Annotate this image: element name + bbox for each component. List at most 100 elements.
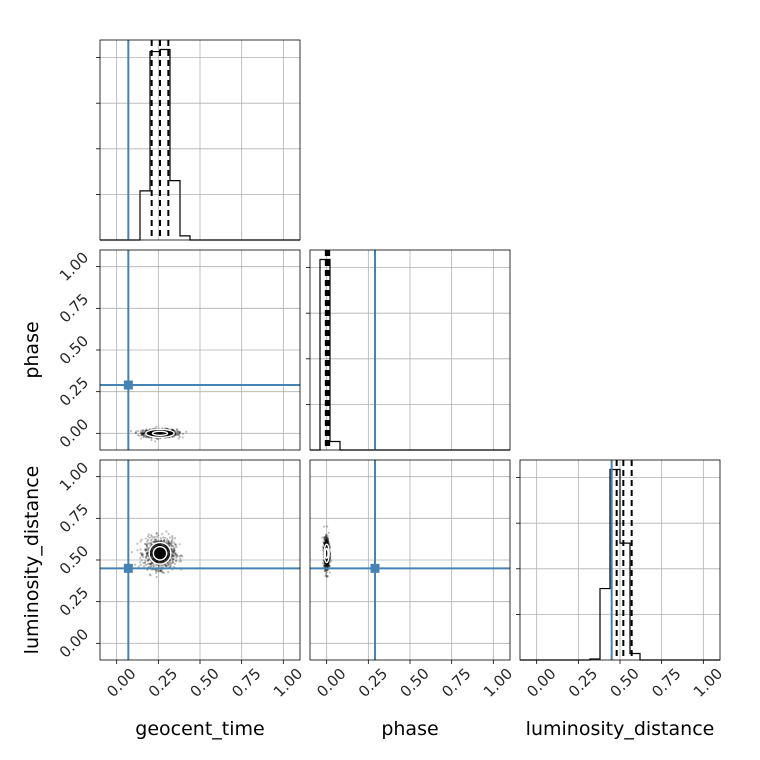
scatter-geocent_time-vs-phase-point <box>156 437 159 440</box>
scatter-geocent_time-vs-phase-point <box>135 430 138 433</box>
scatter-phase-vs-luminosity_distance-point <box>323 542 326 545</box>
scatter-geocent_time-vs-luminosity_distance-point <box>159 570 163 573</box>
scatter-geocent_time-vs-luminosity_distance-point <box>162 540 165 543</box>
scatter-geocent_time-vs-luminosity_distance-point <box>178 560 181 563</box>
scatter-geocent_time-vs-luminosity_distance-point <box>140 559 143 562</box>
scatter-phase-vs-luminosity_distance-point <box>326 563 329 566</box>
scatter-geocent_time-vs-luminosity_distance-point <box>161 532 164 536</box>
scatter-phase-vs-luminosity_distance-point <box>324 564 327 567</box>
scatter-geocent_time-vs-luminosity_distance-point <box>159 536 162 540</box>
scatter-phase-vs-luminosity_distance-point <box>326 525 329 528</box>
scatter-geocent_time-vs-luminosity_distance-point <box>157 534 160 537</box>
ytick-label-luminosity_distance-0: 0.00 <box>56 625 92 661</box>
scatter-geocent_time-vs-luminosity_distance-point <box>143 548 147 551</box>
scatter-geocent_time-vs-luminosity_distance-point <box>169 564 173 567</box>
scatter-phase-vs-luminosity_distance-point <box>324 563 327 566</box>
scatter-geocent_time-vs-luminosity_distance-point <box>149 539 153 542</box>
scatter-phase-vs-luminosity_distance-point <box>321 562 325 565</box>
scatter-geocent_time-vs-phase-point <box>145 436 148 439</box>
scatter-geocent_time-vs-luminosity_distance-point <box>144 549 147 552</box>
scatter-phase-vs-luminosity_distance-point <box>323 542 326 545</box>
scatter-geocent_time-vs-phase-point <box>144 429 147 432</box>
scatter-geocent_time-vs-phase-point <box>171 435 174 439</box>
scatter-geocent_time-vs-luminosity_distance-point <box>168 542 171 546</box>
scatter-phase-vs-luminosity_distance-point <box>323 564 327 567</box>
scatter-geocent_time-vs-luminosity_distance-truth-marker <box>123 563 133 573</box>
scatter-geocent_time-vs-luminosity_distance-point <box>167 540 170 543</box>
scatter-phase-vs-luminosity_distance-point <box>323 562 326 565</box>
scatter-geocent_time-vs-luminosity_distance-point <box>171 538 174 541</box>
scatter-phase-vs-luminosity_distance-point <box>322 538 326 541</box>
xtick-label-geocent_time-2: 0.50 <box>187 665 223 701</box>
scatter-geocent_time-vs-luminosity_distance-point <box>181 555 184 558</box>
scatter-phase-vs-luminosity_distance-point <box>324 569 328 572</box>
scatter-geocent_time-vs-luminosity_distance-point <box>170 539 173 543</box>
scatter-phase-vs-luminosity_distance-point <box>322 540 325 543</box>
scatter-geocent_time-vs-phase-point <box>174 433 178 436</box>
scatter-phase-vs-luminosity_distance-point <box>323 563 326 566</box>
scatter-geocent_time-vs-luminosity_distance-point <box>164 536 167 539</box>
scatter-geocent_time-vs-luminosity_distance-point <box>130 551 133 554</box>
scatter-phase-vs-luminosity_distance-point <box>323 562 326 565</box>
scatter-geocent_time-vs-phase-point <box>144 435 147 438</box>
scatter-geocent_time-vs-luminosity_distance-point <box>167 570 170 574</box>
scatter-phase-vs-luminosity_distance-point <box>324 538 328 542</box>
scatter-phase-vs-luminosity_distance-point <box>326 537 329 540</box>
scatter-geocent_time-vs-phase-point <box>142 431 145 434</box>
scatter-geocent_time-vs-luminosity_distance-point <box>136 542 139 545</box>
scatter-geocent_time-vs-luminosity_distance-point <box>145 543 148 546</box>
scatter-geocent_time-vs-luminosity_distance-point <box>155 575 158 579</box>
scatter-geocent_time-vs-luminosity_distance-point <box>150 562 153 565</box>
scatter-geocent_time-vs-luminosity_distance-point <box>140 554 144 557</box>
scatter-geocent_time-vs-luminosity_distance-point <box>173 547 176 551</box>
scatter-geocent_time-vs-phase-point <box>177 430 180 433</box>
scatter-geocent_time-vs-luminosity_distance-point <box>150 534 153 537</box>
scatter-geocent_time-vs-luminosity_distance-point <box>170 555 174 558</box>
scatter-geocent_time-vs-luminosity_distance-point <box>146 540 149 543</box>
ylabel-phase: phase <box>21 321 43 378</box>
scatter-geocent_time-vs-luminosity_distance-point <box>145 548 148 552</box>
scatter-geocent_time-vs-luminosity_distance-point <box>143 561 147 564</box>
ytick-label-phase-3: 0.75 <box>56 290 92 326</box>
scatter-geocent_time-vs-phase-point <box>178 432 181 435</box>
scatter-phase-vs-luminosity_distance-point <box>326 539 329 542</box>
scatter-geocent_time-vs-luminosity_distance-contour-inner <box>152 545 168 561</box>
scatter-geocent_time-vs-luminosity_distance-point <box>167 541 170 544</box>
scatter-geocent_time-vs-luminosity_distance-contour-outer <box>148 541 172 565</box>
scatter-geocent_time-vs-phase-point <box>155 437 158 440</box>
scatter-phase-vs-luminosity_distance-point <box>324 540 327 544</box>
scatter-geocent_time-vs-luminosity_distance-point <box>171 560 174 563</box>
scatter-geocent_time-vs-luminosity_distance-point <box>167 563 170 566</box>
scatter-geocent_time-vs-luminosity_distance-point <box>167 532 170 535</box>
scatter-geocent_time-vs-luminosity_distance-point <box>146 552 149 555</box>
scatter-phase-vs-luminosity_distance-point <box>323 541 326 544</box>
scatter-geocent_time-vs-phase-point <box>150 436 153 440</box>
scatter-geocent_time-vs-luminosity_distance-point <box>171 544 174 548</box>
scatter-phase-vs-luminosity_distance-point <box>326 575 329 578</box>
scatter-geocent_time-vs-luminosity_distance-point <box>168 542 171 545</box>
scatter-phase-vs-luminosity_distance-point <box>326 535 329 538</box>
scatter-phase-vs-luminosity_distance-point <box>323 565 326 568</box>
scatter-phase-vs-luminosity_distance-point <box>324 535 327 538</box>
scatter-phase-vs-luminosity_distance-point <box>323 541 326 545</box>
scatter-geocent_time-vs-luminosity_distance-point <box>159 568 162 572</box>
scatter-geocent_time-vs-luminosity_distance-point <box>178 543 181 546</box>
scatter-geocent_time-vs-luminosity_distance-point <box>155 564 158 567</box>
scatter-geocent_time-vs-luminosity_distance-point <box>152 565 155 568</box>
scatter-geocent_time-vs-luminosity_distance-point <box>166 542 170 545</box>
scatter-geocent_time-vs-phase-point <box>138 434 141 437</box>
scatter-phase-vs-luminosity_distance-point <box>326 539 330 542</box>
scatter-geocent_time-vs-luminosity_distance-point <box>165 565 168 568</box>
scatter-geocent_time-vs-luminosity_distance-point <box>172 549 176 552</box>
scatter-geocent_time-vs-luminosity_distance-point <box>145 552 148 555</box>
scatter-geocent_time-vs-phase-point <box>142 433 145 436</box>
scatter-geocent_time-vs-phase-point <box>129 429 133 433</box>
scatter-geocent_time-vs-luminosity_distance-point <box>153 535 156 539</box>
scatter-phase-vs-luminosity_distance-point <box>327 564 331 568</box>
scatter-geocent_time-vs-luminosity_distance-point <box>172 551 175 554</box>
scatter-phase-vs-luminosity_distance-contour-inner <box>324 547 329 560</box>
scatter-phase-vs-luminosity_distance-point <box>324 536 327 539</box>
scatter-geocent_time-vs-luminosity_distance-point <box>152 540 156 543</box>
scatter-geocent_time-vs-phase-point <box>141 433 144 436</box>
scatter-geocent_time-vs-phase-point <box>141 429 144 432</box>
